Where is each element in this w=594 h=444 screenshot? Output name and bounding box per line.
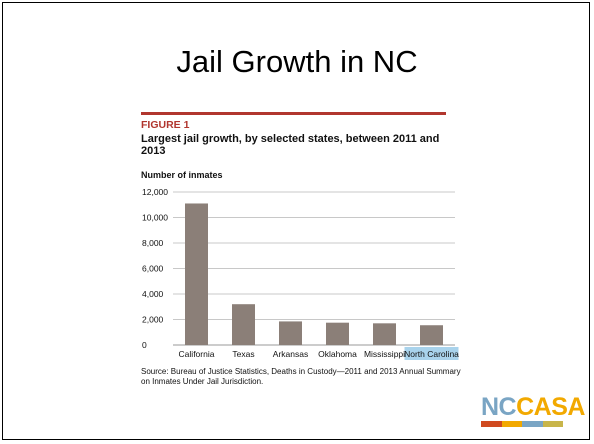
y-tick-label: 10,000 [142,213,168,223]
figure-caption: Largest jail growth, by selected states,… [141,133,440,157]
y-tick-label: 8,000 [142,238,164,248]
x-tick-label: California [179,349,215,359]
logo-text-nc: NC [481,393,517,421]
y-axis-label: Number of inmates [141,170,223,180]
bar-chart: 0 2,000 4,000 6,000 8,000 10,000 12,000 Califor… [142,187,459,360]
slide-title: Jail Growth in NC [176,44,418,79]
logo-bar-segment [522,421,543,427]
y-tick-label: 12,000 [142,187,168,197]
logo-bar-segment [542,421,563,427]
x-tick-label: Oklahoma [318,349,357,359]
bar [420,325,443,345]
y-tick-label: 0 [142,340,147,350]
y-tick-label: 2,000 [142,315,164,325]
bar [232,304,255,345]
bar [326,322,349,345]
x-tick-label: Arkansas [273,349,308,359]
logo-color-bar [481,421,563,427]
figure-source: Source: Bureau of Justice Statistics, De… [141,367,461,386]
logo-bar-segment [481,421,502,427]
bar [373,323,396,345]
logo-bar-segment [501,421,522,427]
nccasa-logo: NCCASA [481,393,585,430]
y-tick-label: 6,000 [142,264,164,274]
x-tick-label: Mississippi [364,349,405,359]
y-tick-label: 4,000 [142,289,164,299]
bar [279,321,302,345]
figure-label: FIGURE 1 [141,119,190,131]
figure-rule [141,112,446,115]
slide-frame [2,2,590,440]
bar [185,203,208,345]
logo-text-casa: CASA [516,393,585,421]
x-tick-label: Texas [232,349,254,359]
category-highlight [404,347,459,360]
x-tick-label: North Carolina [404,349,459,359]
